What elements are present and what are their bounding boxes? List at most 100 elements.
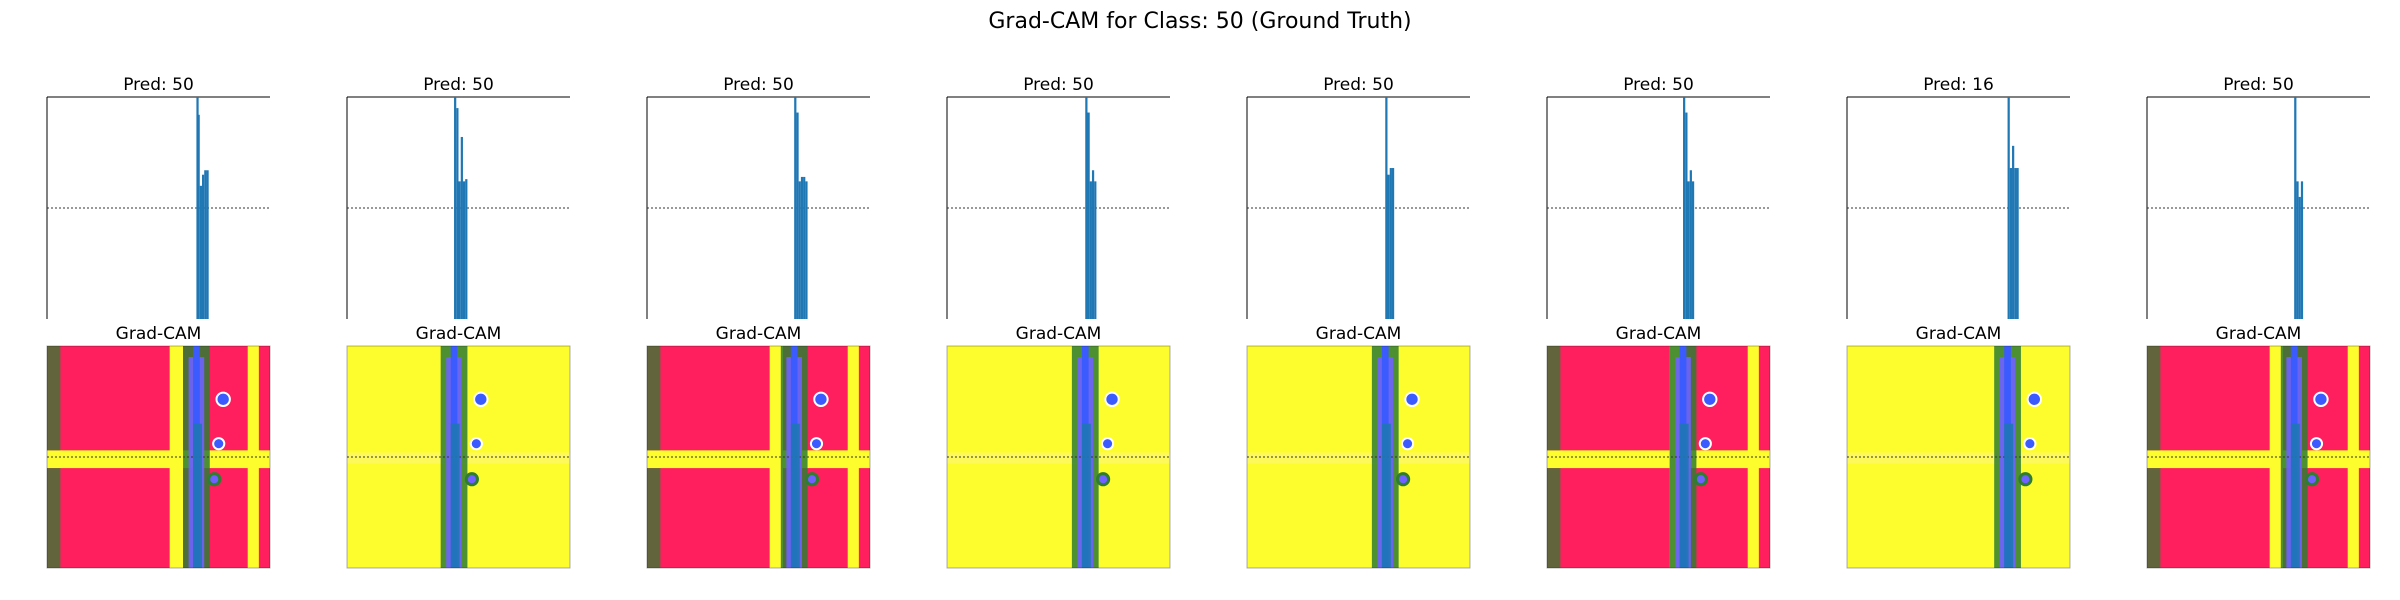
cam-frame (46, 345, 271, 569)
cam-hotspot (2018, 472, 2033, 487)
bar (796, 112, 799, 319)
cam-hotspot (2023, 437, 2037, 451)
bar (458, 181, 461, 319)
panel-5: Pred: 50 Grad-CAM (1246, 75, 1471, 569)
panel-1: Pred: 50 Grad-CAM (46, 75, 271, 569)
cam-band (1247, 452, 1470, 464)
bar (1089, 181, 1092, 319)
cam-edge (2147, 468, 2161, 568)
cam-bar-overlay (193, 423, 202, 568)
cam-hotspot (207, 472, 222, 487)
bar (1087, 112, 1090, 319)
bar (1691, 181, 1695, 319)
cam-frame (1546, 345, 1771, 569)
cam-edge (647, 468, 661, 568)
cam-hotspot (804, 472, 820, 487)
cam-band (47, 450, 270, 469)
cam-hotspot (1396, 472, 1411, 487)
bar (2012, 145, 2015, 319)
cam-hotspot (469, 437, 483, 451)
cam-hotspot (1104, 391, 1120, 407)
cam-edge (2147, 346, 2161, 451)
bar (199, 185, 202, 319)
bar (2294, 97, 2297, 319)
bar (201, 174, 205, 319)
cam-hotspot (1096, 472, 1111, 487)
pred-title: Pred: 50 (1323, 75, 1394, 95)
cam-frame (2146, 345, 2371, 569)
bar (460, 136, 463, 319)
cam-hotspot (2304, 472, 2320, 487)
cam-band (2347, 346, 2359, 568)
bar (1689, 170, 1692, 319)
panel-4: Pred: 50 Grad-CAM (946, 75, 1171, 569)
pred-title: Pred: 50 (2223, 75, 2294, 95)
bar (1391, 168, 1395, 319)
cam-bar-overlay (1081, 423, 1091, 568)
cam-hotspot (2026, 391, 2043, 407)
bar (462, 181, 466, 319)
bar (805, 181, 808, 319)
cam-hotspot (1100, 437, 1115, 451)
cam-band (947, 452, 1170, 464)
cam-edge (647, 346, 661, 451)
bar (1094, 181, 1097, 319)
cam-band (1847, 452, 2070, 464)
cam-bar-overlay (2290, 423, 2300, 568)
cam-band (847, 346, 859, 568)
panel-6: Pred: 50 Grad-CAM (1546, 75, 1771, 569)
bar (800, 176, 804, 319)
bar (2296, 181, 2299, 319)
pred-title: Pred: 50 (1023, 75, 1094, 95)
panel-7: Pred: 16 Grad-CAM (1846, 75, 2071, 569)
panel-8: Pred: 50 Grad-CAM (2146, 75, 2371, 569)
cam-band (1547, 450, 1770, 469)
cam-hotspot (212, 437, 226, 451)
cam-edge (47, 468, 61, 568)
cam-title: Grad-CAM (716, 324, 802, 344)
bar (1683, 97, 1686, 319)
bar (1387, 174, 1390, 319)
bar (454, 97, 457, 319)
cam-bar-overlay (1679, 423, 1689, 568)
cam-edge (1547, 468, 1561, 568)
bar (2014, 168, 2017, 319)
cam-frame (346, 345, 571, 569)
bar (2016, 168, 2019, 319)
cam-band (1747, 346, 1759, 568)
cam-frame (646, 345, 871, 569)
cam-title: Grad-CAM (1016, 324, 1102, 344)
cam-title: Grad-CAM (2216, 324, 2302, 344)
panel-3: Pred: 50 Grad-CAM (646, 75, 871, 569)
bar (2298, 196, 2301, 319)
cam-hotspot (809, 437, 824, 451)
bar (456, 108, 459, 319)
cam-title: Grad-CAM (116, 324, 202, 344)
cam-frame (1246, 345, 1471, 569)
bar (1091, 170, 1095, 319)
cam-hotspot (473, 391, 489, 407)
figure-title: Grad-CAM for Class: 50 (Ground Truth) (988, 9, 1411, 34)
pred-title: Pred: 50 (123, 75, 194, 95)
bar (1385, 97, 1388, 319)
cam-edge (47, 346, 61, 451)
cam-band (2147, 450, 2370, 469)
cam-bar-overlay (2004, 423, 2014, 568)
bar (1685, 112, 1688, 319)
cam-band (647, 450, 870, 469)
cam-bar-overlay (790, 423, 800, 568)
pred-title: Pred: 50 (1623, 75, 1694, 95)
bar (465, 179, 468, 319)
panel-2: Pred: 50 Grad-CAM (346, 75, 571, 569)
cam-hotspot (1698, 437, 1712, 451)
cam-hotspot (2313, 391, 2329, 407)
cam-hotspot (813, 391, 829, 407)
cam-hotspot (215, 391, 231, 407)
pred-title: Pred: 50 (423, 75, 494, 95)
bar (2009, 168, 2013, 319)
cam-hotspot (1693, 472, 1708, 487)
bar (1085, 97, 1088, 319)
cam-title: Grad-CAM (1916, 324, 2002, 344)
cam-bar-overlay (1381, 423, 1391, 568)
